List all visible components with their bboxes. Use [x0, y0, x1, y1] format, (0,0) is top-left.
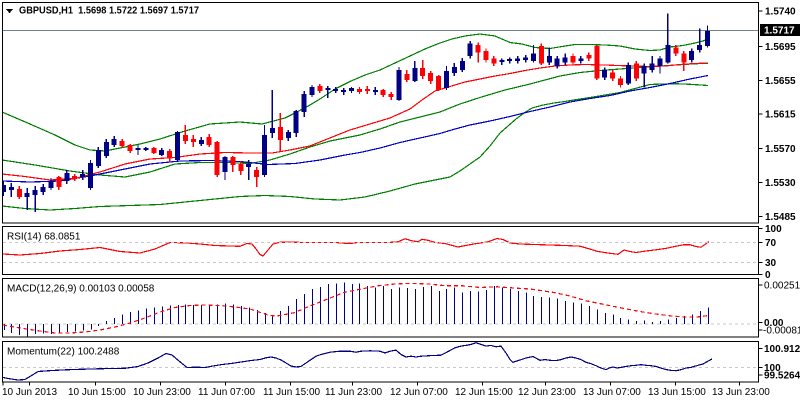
svg-text:0: 0: [765, 270, 771, 281]
svg-text:RSI(14) 68.0851: RSI(14) 68.0851: [7, 232, 81, 243]
svg-text:11 Jun 15:00: 11 Jun 15:00: [263, 387, 321, 398]
svg-text:100: 100: [765, 224, 782, 235]
svg-text:1.5717: 1.5717: [764, 26, 795, 37]
svg-text:70: 70: [765, 238, 777, 249]
svg-text:100: 100: [764, 363, 781, 374]
svg-text:1.5740: 1.5740: [765, 7, 796, 18]
svg-text:-0.00081: -0.00081: [763, 326, 800, 337]
svg-text:MACD(12,26,9) 0.00103 0.00058: MACD(12,26,9) 0.00103 0.00058: [7, 284, 155, 295]
svg-text:12 Jun 07:00: 12 Jun 07:00: [390, 387, 448, 398]
svg-text:30: 30: [765, 258, 777, 269]
svg-text:13 Jun 07:00: 13 Jun 07:00: [583, 387, 641, 398]
svg-text:1.5615: 1.5615: [765, 110, 796, 121]
svg-text:1.5570: 1.5570: [765, 144, 796, 155]
svg-text:13 Jun 23:00: 13 Jun 23:00: [712, 387, 770, 398]
svg-text:1.5695: 1.5695: [765, 42, 796, 53]
svg-text:0.00251: 0.00251: [764, 281, 800, 292]
svg-text:12 Jun 15:00: 12 Jun 15:00: [455, 387, 513, 398]
svg-text:11 Jun 07:00: 11 Jun 07:00: [198, 387, 256, 398]
svg-text:0.00: 0.00: [764, 318, 784, 329]
svg-text:99.5264: 99.5264: [764, 371, 800, 382]
svg-text:13 Jun 15:00: 13 Jun 15:00: [648, 387, 706, 398]
svg-text:10 Jun 23:00: 10 Jun 23:00: [133, 387, 191, 398]
svg-text:12 Jun 23:00: 12 Jun 23:00: [518, 387, 576, 398]
svg-text:1.5655: 1.5655: [765, 76, 796, 87]
svg-text:1.5530: 1.5530: [765, 178, 796, 189]
svg-text:GBPUSD,H1 1.5698 1.5722 1.569: GBPUSD,H1 1.5698 1.5722 1.5697 1.5717: [19, 6, 199, 17]
svg-text:100.9125: 100.9125: [764, 344, 800, 355]
svg-text:1.5485: 1.5485: [765, 212, 796, 223]
svg-text:11 Jun 23:00: 11 Jun 23:00: [325, 387, 383, 398]
svg-text:10 Jun 2013: 10 Jun 2013: [2, 387, 57, 398]
svg-text:Momentum(22) 100.2488: Momentum(22) 100.2488: [7, 347, 120, 358]
svg-text:10 Jun 15:00: 10 Jun 15:00: [68, 387, 126, 398]
